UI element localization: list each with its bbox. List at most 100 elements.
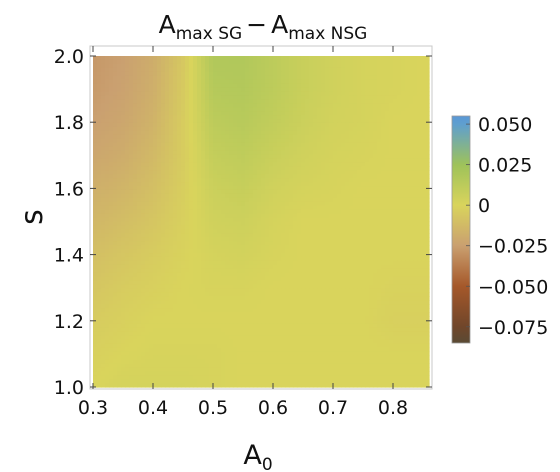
heatmap-cell bbox=[293, 264, 298, 270]
heatmap-cell bbox=[225, 225, 230, 230]
heatmap-cell bbox=[125, 119, 130, 124]
heatmap-cell bbox=[273, 256, 278, 262]
heatmap-cell bbox=[357, 83, 362, 89]
heatmap-cell bbox=[317, 56, 322, 61]
heatmap-cell bbox=[149, 268, 154, 274]
heatmap-cell bbox=[233, 205, 238, 211]
heatmap-cell bbox=[185, 213, 190, 219]
heatmap-cell bbox=[201, 197, 206, 203]
heatmap-cell bbox=[309, 193, 314, 199]
heatmap-cell bbox=[185, 205, 190, 211]
heatmap-cell bbox=[365, 79, 370, 85]
heatmap-cell bbox=[325, 260, 330, 266]
heatmap-cell bbox=[193, 264, 198, 270]
heatmap-cell bbox=[185, 193, 190, 199]
heatmap-cell bbox=[345, 229, 350, 234]
heatmap-cell bbox=[129, 107, 134, 112]
heatmap-cell bbox=[101, 115, 106, 120]
heatmap-cell bbox=[253, 276, 258, 282]
heatmap-cell bbox=[93, 193, 98, 199]
heatmap-cell bbox=[93, 158, 98, 163]
heatmap-cell bbox=[133, 134, 138, 140]
heatmap-cell bbox=[97, 67, 102, 73]
heatmap-cell bbox=[261, 103, 266, 108]
heatmap-cell bbox=[113, 264, 118, 270]
heatmap-cell bbox=[197, 71, 202, 77]
heatmap-cell bbox=[421, 189, 426, 195]
heatmap-cell bbox=[165, 178, 170, 183]
heatmap-cell bbox=[169, 166, 174, 171]
heatmap-cell bbox=[125, 189, 130, 195]
heatmap-cell bbox=[125, 209, 130, 215]
heatmap-cell bbox=[277, 209, 282, 215]
heatmap-cell bbox=[389, 91, 394, 96]
heatmap-cell bbox=[277, 95, 282, 100]
heatmap-cell bbox=[285, 63, 290, 69]
heatmap-cell bbox=[293, 79, 298, 85]
heatmap-cell bbox=[149, 126, 154, 132]
heatmap-cell bbox=[389, 71, 394, 77]
heatmap-cell bbox=[189, 276, 194, 282]
heatmap-cell bbox=[377, 217, 382, 223]
heatmap-cell bbox=[157, 99, 162, 104]
heatmap-cell bbox=[337, 182, 342, 187]
heatmap-cell bbox=[317, 178, 322, 183]
heatmap-cell bbox=[385, 237, 390, 242]
heatmap-cell bbox=[365, 193, 370, 199]
heatmap-cell bbox=[289, 229, 294, 234]
heatmap-cell bbox=[145, 99, 150, 104]
heatmap-cell bbox=[249, 75, 254, 81]
heatmap-cell bbox=[213, 130, 218, 136]
heatmap-cell bbox=[321, 142, 326, 148]
heatmap-cell bbox=[161, 150, 166, 156]
heatmap-cell bbox=[293, 162, 298, 167]
heatmap-cell bbox=[261, 95, 266, 100]
heatmap-cell bbox=[365, 284, 370, 290]
heatmap-cell bbox=[217, 150, 222, 156]
heatmap-cell bbox=[277, 189, 282, 195]
heatmap-cell bbox=[337, 205, 342, 211]
heatmap-cell bbox=[93, 134, 98, 140]
heatmap-cell bbox=[193, 205, 198, 211]
heatmap-cell bbox=[181, 209, 186, 215]
heatmap-cell bbox=[93, 142, 98, 148]
heatmap-cell bbox=[281, 83, 286, 89]
heatmap-cell bbox=[265, 107, 270, 112]
heatmap-cell bbox=[201, 217, 206, 223]
heatmap-cell bbox=[161, 245, 166, 250]
heatmap-cell bbox=[197, 178, 202, 183]
heatmap-cell bbox=[145, 217, 150, 223]
heatmap-cell bbox=[329, 272, 334, 278]
heatmap-cell bbox=[381, 134, 386, 140]
heatmap-cell bbox=[125, 213, 130, 219]
heatmap-cell bbox=[137, 189, 142, 195]
heatmap-cell bbox=[165, 91, 170, 96]
heatmap-cell bbox=[397, 217, 402, 223]
heatmap-cell bbox=[381, 99, 386, 104]
heatmap-cell bbox=[201, 146, 206, 152]
heatmap-cell bbox=[321, 189, 326, 195]
heatmap-cell bbox=[277, 264, 282, 270]
heatmap-cell bbox=[149, 284, 154, 290]
heatmap-cell bbox=[93, 221, 98, 227]
heatmap-cell bbox=[425, 237, 430, 242]
heatmap-cell bbox=[265, 201, 270, 207]
heatmap-cell bbox=[353, 229, 358, 234]
heatmap-cell bbox=[189, 158, 194, 163]
heatmap-cell bbox=[413, 201, 418, 207]
heatmap-cell bbox=[205, 83, 210, 89]
heatmap-cell bbox=[221, 103, 226, 108]
heatmap-cell bbox=[189, 288, 194, 294]
heatmap-cell bbox=[249, 122, 254, 128]
heatmap-cell bbox=[105, 241, 110, 246]
heatmap-cell bbox=[217, 189, 222, 195]
heatmap-cell bbox=[117, 205, 122, 211]
heatmap-cell bbox=[285, 186, 290, 191]
heatmap-cell bbox=[409, 174, 414, 179]
heatmap-cell bbox=[305, 182, 310, 187]
heatmap-cell bbox=[417, 126, 422, 132]
heatmap-cell bbox=[301, 174, 306, 179]
heatmap-cell bbox=[285, 87, 290, 93]
heatmap-cell bbox=[221, 186, 226, 191]
heatmap-cell bbox=[333, 256, 338, 262]
